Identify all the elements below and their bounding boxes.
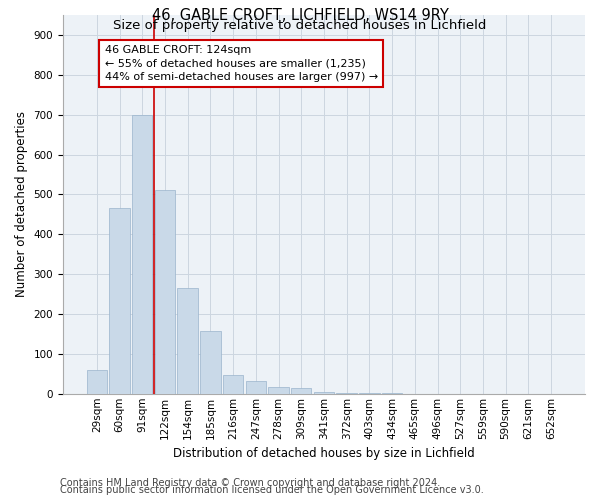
Text: Size of property relative to detached houses in Lichfield: Size of property relative to detached ho…: [113, 18, 487, 32]
Text: 46 GABLE CROFT: 124sqm
← 55% of detached houses are smaller (1,235)
44% of semi-: 46 GABLE CROFT: 124sqm ← 55% of detached…: [104, 46, 378, 82]
Bar: [86, 370, 107, 394]
X-axis label: Distribution of detached houses by size in Lichfield: Distribution of detached houses by size …: [173, 447, 475, 460]
Bar: [155, 190, 175, 394]
Bar: [337, 392, 357, 394]
Text: Contains HM Land Registry data © Crown copyright and database right 2024.: Contains HM Land Registry data © Crown c…: [60, 478, 440, 488]
Bar: [291, 388, 311, 394]
Bar: [178, 288, 198, 394]
Bar: [109, 208, 130, 394]
Bar: [223, 375, 244, 394]
Text: Contains public sector information licensed under the Open Government Licence v3: Contains public sector information licen…: [60, 485, 484, 495]
Y-axis label: Number of detached properties: Number of detached properties: [15, 112, 28, 298]
Bar: [245, 381, 266, 394]
Bar: [359, 393, 380, 394]
Bar: [200, 331, 221, 394]
Bar: [268, 387, 289, 394]
Text: 46, GABLE CROFT, LICHFIELD, WS14 9RY: 46, GABLE CROFT, LICHFIELD, WS14 9RY: [152, 8, 448, 22]
Bar: [132, 114, 152, 394]
Bar: [314, 392, 334, 394]
